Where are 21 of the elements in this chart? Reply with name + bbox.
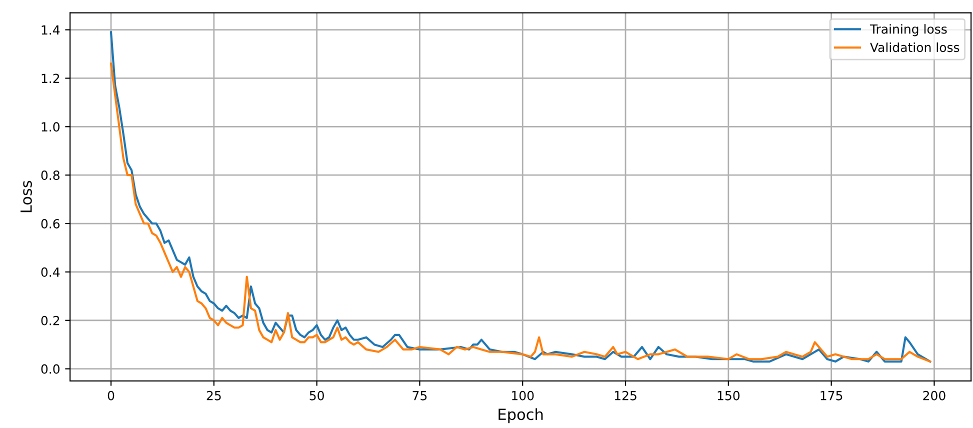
y-tick-label: 1.4 bbox=[42, 25, 60, 35]
y-axis-title: Loss bbox=[20, 180, 32, 212]
y-tick-label: 0.2 bbox=[41, 316, 60, 326]
legend-label: Validation loss bbox=[870, 42, 960, 52]
x-tick-label: 50 bbox=[310, 390, 324, 400]
y-tick-label: 0.6 bbox=[41, 218, 60, 228]
x-axis-title: Epoch bbox=[498, 408, 543, 424]
x-tick-label: 125 bbox=[614, 390, 636, 400]
x-tick-label: 150 bbox=[718, 390, 740, 400]
y-tick-label: 1.2 bbox=[42, 74, 60, 83]
y-tick-label: 0.0 bbox=[41, 364, 60, 374]
y-tick-label: 1.0 bbox=[42, 122, 60, 132]
x-tick-label: 75 bbox=[412, 391, 427, 400]
x-tick-label: 0 bbox=[108, 390, 114, 400]
legend-label: Training loss bbox=[870, 24, 947, 36]
x-tick-label: 200 bbox=[923, 390, 946, 400]
x-tick-label: 100 bbox=[512, 390, 534, 400]
x-tick-label: 175 bbox=[820, 391, 842, 400]
x-tick-label: 25 bbox=[206, 390, 221, 400]
y-tick-label: 0.8 bbox=[41, 170, 60, 180]
y-tick-label: 0.4 bbox=[41, 267, 60, 277]
